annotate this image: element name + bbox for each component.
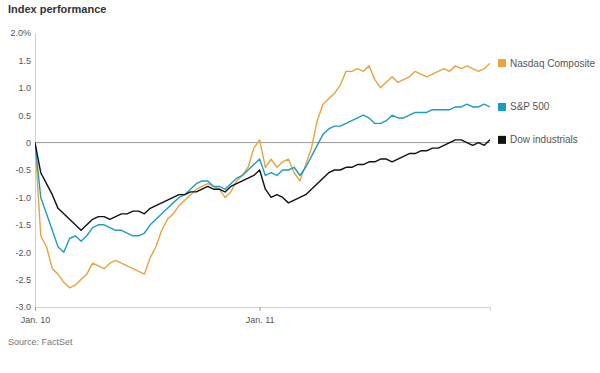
legend-swatch bbox=[498, 136, 506, 144]
y-tick-label: -1.0 bbox=[15, 193, 31, 203]
legend-label: S&P 500 bbox=[510, 101, 550, 112]
series-line bbox=[35, 140, 490, 230]
y-tick: -0.5 bbox=[15, 165, 35, 175]
series-line bbox=[35, 63, 490, 288]
x-tick: Jan. 11 bbox=[246, 307, 275, 325]
plot-area bbox=[35, 63, 490, 288]
y-tick-label: -2.0 bbox=[15, 248, 31, 258]
zero-line bbox=[35, 142, 490, 143]
y-tick: 0 bbox=[26, 138, 35, 148]
legend-label: Dow industrials bbox=[510, 134, 578, 145]
legend-swatch bbox=[498, 59, 506, 67]
x-tick-label: Jan. 10 bbox=[21, 315, 51, 325]
y-tick: 1.5 bbox=[18, 56, 35, 66]
y-tick-label: 1.0 bbox=[18, 83, 31, 93]
title: Index performance bbox=[8, 3, 106, 15]
x-tick-mark bbox=[260, 307, 261, 311]
legend-label: Nasdaq Composite bbox=[510, 58, 595, 69]
x-axis-line bbox=[36, 308, 491, 312]
y-axis: -3.0 -2.5 -2.0 -1.5 -1.0 -0.5 0 0.5 1.0 1.5 2.0% bbox=[10, 28, 35, 312]
legend-item: S&P 500 bbox=[498, 101, 550, 112]
y-tick-label: 1.5 bbox=[18, 56, 31, 66]
series-line bbox=[35, 104, 490, 252]
y-tick-label: -3.0 bbox=[15, 302, 31, 312]
source: Source: FactSet bbox=[8, 337, 73, 347]
legend-item: Dow industrials bbox=[498, 134, 578, 145]
y-tick: 0.5 bbox=[18, 111, 35, 121]
chart-svg: Index performance -3.0 -2.5 -2.0 -1.5 -1.0 -0.… bbox=[0, 0, 600, 373]
y-tick-label: -2.5 bbox=[15, 275, 31, 285]
legend-item: Nasdaq Composite bbox=[498, 58, 595, 69]
y-axis-line bbox=[35, 34, 36, 308]
y-tick-label: 0.5 bbox=[18, 111, 31, 121]
y-tick: 2.0% bbox=[10, 28, 35, 38]
y-tick: -1.5 bbox=[15, 220, 35, 230]
y-tick: -2.5 bbox=[15, 275, 35, 285]
x-tick: Jan. 10 bbox=[21, 307, 51, 325]
x-tick-mark bbox=[35, 307, 36, 311]
y-tick: -3.0 bbox=[15, 302, 35, 312]
chart: Index performance -3.0 -2.5 -2.0 -1.5 -1.0 -0.… bbox=[0, 0, 600, 373]
y-tick-label: -0.5 bbox=[15, 165, 31, 175]
x-tick-label: Jan. 11 bbox=[246, 315, 275, 325]
y-tick-label: -1.5 bbox=[15, 220, 31, 230]
y-tick: 1.0 bbox=[18, 83, 35, 93]
y-tick: -1.0 bbox=[15, 193, 35, 203]
y-tick: -2.0 bbox=[15, 248, 35, 258]
x-axis: Jan. 10 Jan. 11 bbox=[21, 307, 491, 325]
y-tick-label: 0 bbox=[26, 138, 31, 148]
legend-swatch bbox=[498, 103, 506, 111]
y-tick-label: 2.0% bbox=[10, 28, 31, 38]
